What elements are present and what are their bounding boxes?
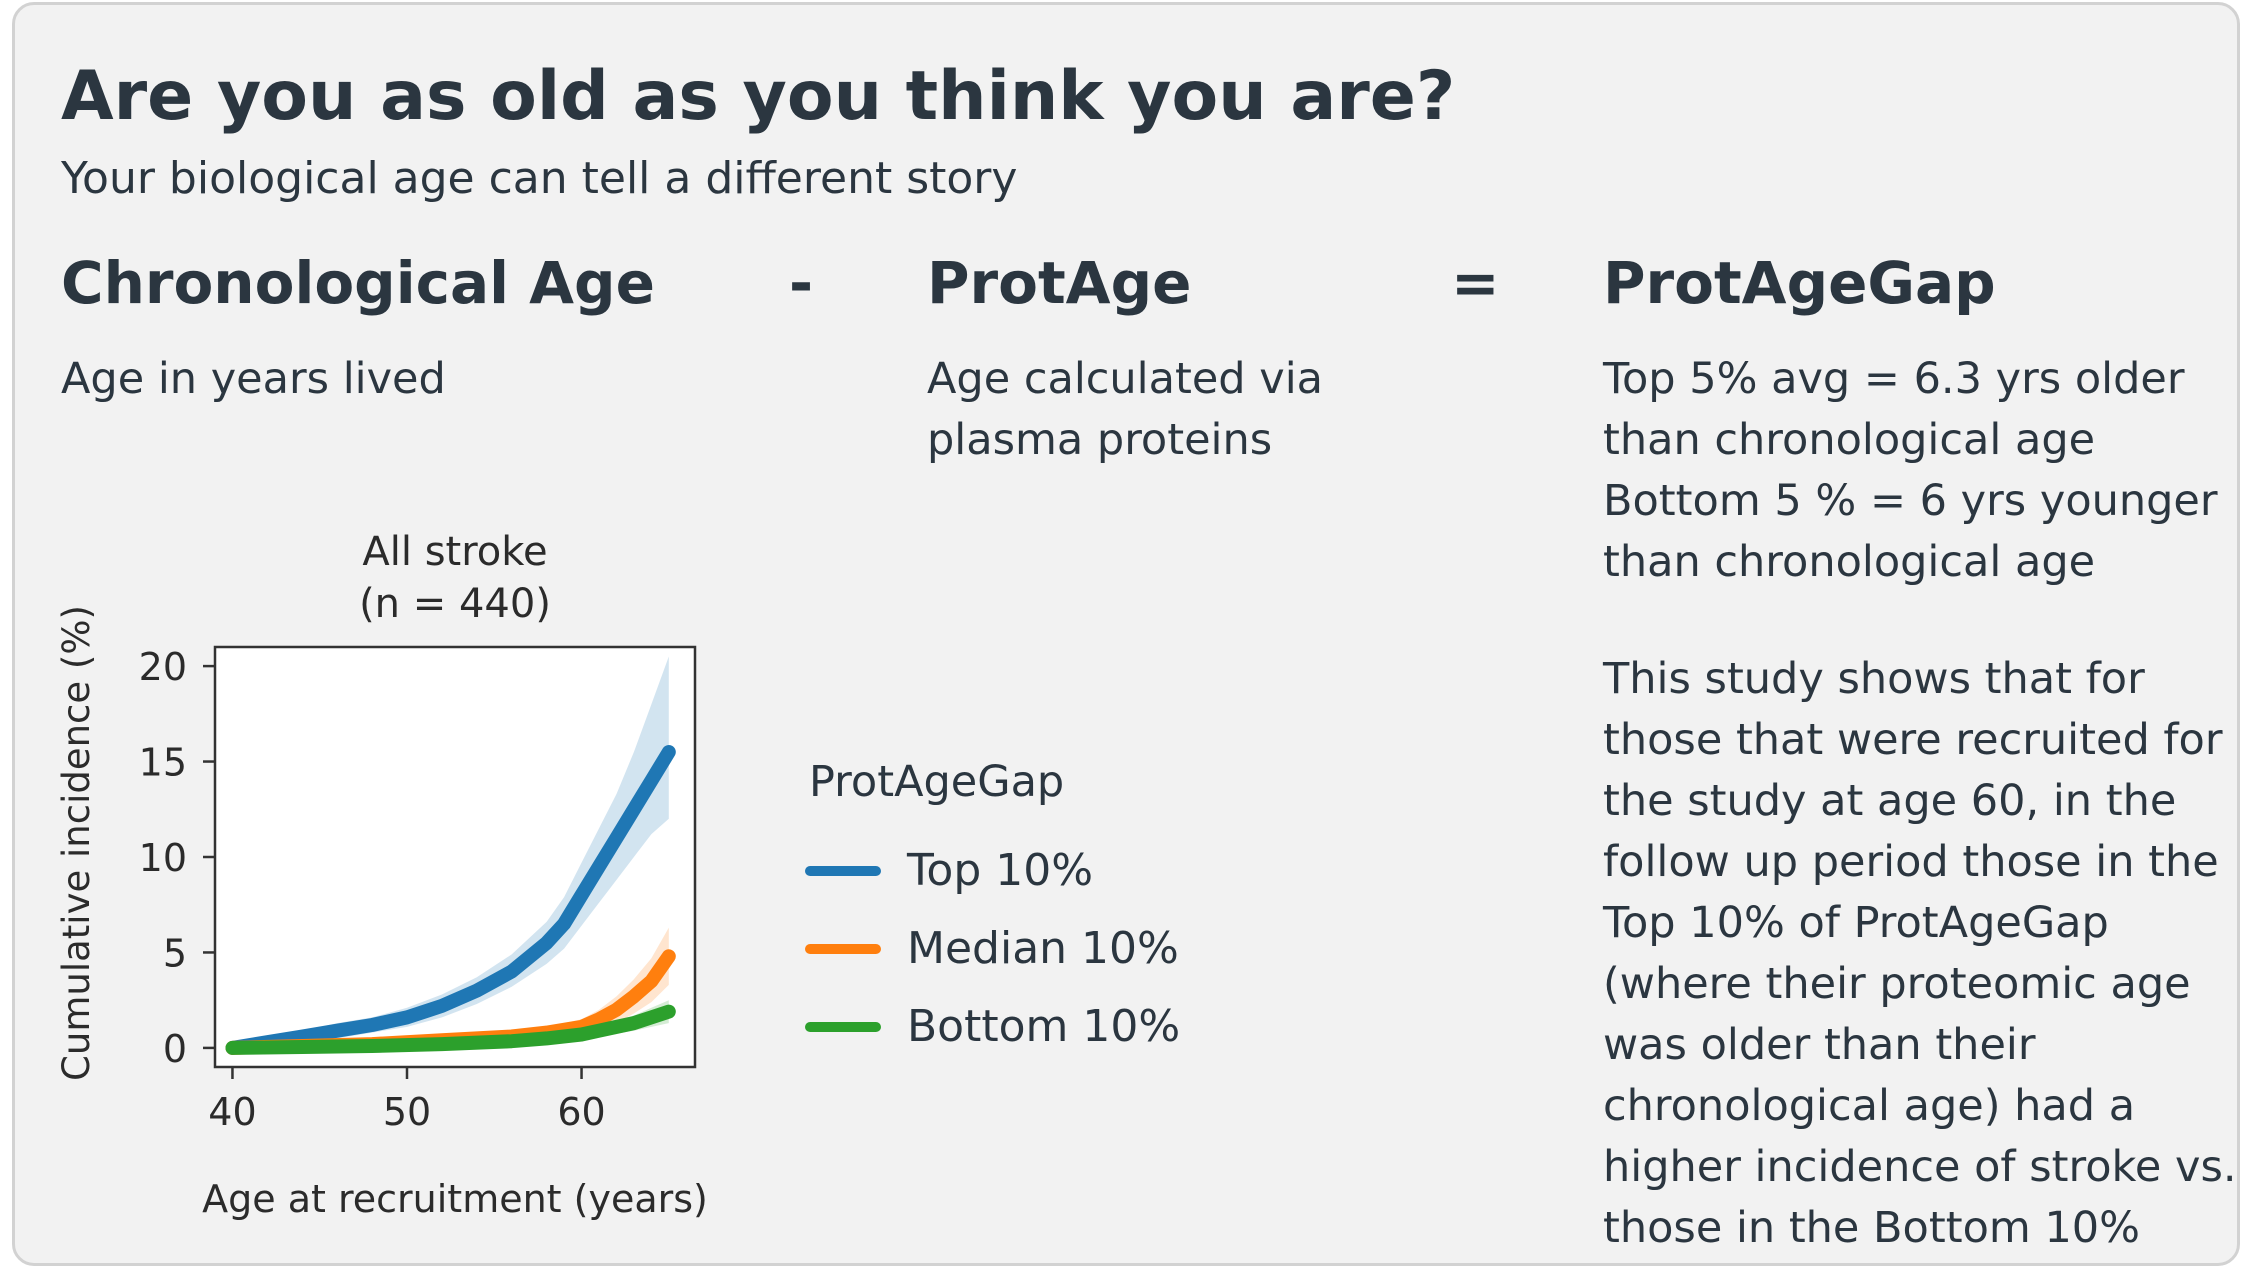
protagegap-desc-line: Bottom 5 % = 6 yrs younger bbox=[1603, 476, 2218, 526]
study-note-line: chronological age) had a bbox=[1603, 1081, 2136, 1131]
study-note-line: follow up period those in the bbox=[1603, 837, 2219, 887]
minus-operator: - bbox=[789, 249, 814, 317]
study-note-line: was older than their bbox=[1603, 1020, 2036, 1070]
x-tick-label: 60 bbox=[557, 1090, 605, 1134]
x-tick-label: 40 bbox=[208, 1090, 256, 1134]
study-note-line: those that were recruited for bbox=[1603, 715, 2223, 765]
study-note: This study shows that for those that wer… bbox=[1603, 649, 2237, 1259]
protagegap-desc-line: than chronological age bbox=[1603, 537, 2096, 587]
protagegap-desc-line: than chronological age bbox=[1603, 415, 2096, 465]
protage-desc-line: plasma proteins bbox=[927, 415, 1273, 465]
y-tick-label: 15 bbox=[139, 741, 187, 785]
series-line-2 bbox=[225, 1004, 676, 1055]
x-axis-label: Age at recruitment (years) bbox=[202, 1177, 708, 1221]
page-subtitle: Your biological age can tell a different… bbox=[61, 153, 1018, 204]
legend-swatch bbox=[805, 865, 881, 876]
chronological-age-heading: Chronological Age bbox=[61, 249, 655, 317]
study-note-line: Top 10% of ProtAgeGap bbox=[1603, 898, 2109, 948]
legend-item-top: Top 10% bbox=[805, 845, 1093, 896]
legend-swatch bbox=[805, 1021, 881, 1032]
y-axis-label: Cumulative incidence (%) bbox=[55, 605, 98, 1081]
legend-item-median: Median 10% bbox=[805, 923, 1179, 974]
x-tick-label: 50 bbox=[383, 1090, 431, 1134]
legend-item-bottom: Bottom 10% bbox=[805, 1001, 1180, 1052]
chart-title-line-2: (n = 440) bbox=[359, 581, 551, 627]
study-note-line: the study at age 60, in the bbox=[1603, 776, 2177, 826]
chart-title-line-1: All stroke bbox=[362, 529, 547, 575]
study-note-line: higher incidence of stroke vs. bbox=[1603, 1142, 2237, 1192]
study-note-line: (where their proteomic age bbox=[1603, 959, 2191, 1009]
legend-swatch bbox=[805, 943, 881, 954]
protagegap-heading: ProtAgeGap bbox=[1603, 249, 1996, 317]
y-tick-label: 10 bbox=[139, 836, 187, 880]
protage-desc-line: Age calculated via bbox=[927, 354, 1323, 404]
page-title: Are you as old as you think you are? bbox=[61, 57, 1456, 136]
chronological-age-description: Age in years lived bbox=[61, 354, 446, 404]
legend-title: ProtAgeGap bbox=[809, 757, 1065, 807]
study-note-line: those in the Bottom 10% bbox=[1603, 1203, 2141, 1253]
y-tick-label: 0 bbox=[163, 1027, 187, 1071]
stroke-incidence-chart: All stroke (n = 440) 0 5 10 15 20 40 50 60 Cum… bbox=[55, 529, 708, 1221]
y-tick-label: 5 bbox=[163, 931, 187, 975]
legend-label: Bottom 10% bbox=[907, 1001, 1181, 1052]
legend-label: Median 10% bbox=[907, 923, 1179, 974]
study-note-line: This study shows that for bbox=[1603, 654, 2145, 704]
series-line-0 bbox=[225, 745, 676, 1055]
legend-label: Top 10% bbox=[907, 845, 1094, 896]
confidence-band-series-0 bbox=[232, 656, 669, 1048]
y-tick-label: 20 bbox=[139, 645, 187, 689]
protagegap-description: Top 5% avg = 6.3 yrs older than chronolo… bbox=[1603, 349, 2218, 593]
protage-heading: ProtAge bbox=[927, 249, 1192, 317]
protage-description: Age calculated via plasma proteins bbox=[927, 349, 1323, 471]
infographic-card: Are you as old as you think you are? You… bbox=[12, 2, 2240, 1266]
equals-operator: = bbox=[1451, 249, 1500, 317]
protagegap-desc-line: Top 5% avg = 6.3 yrs older bbox=[1603, 354, 2185, 404]
